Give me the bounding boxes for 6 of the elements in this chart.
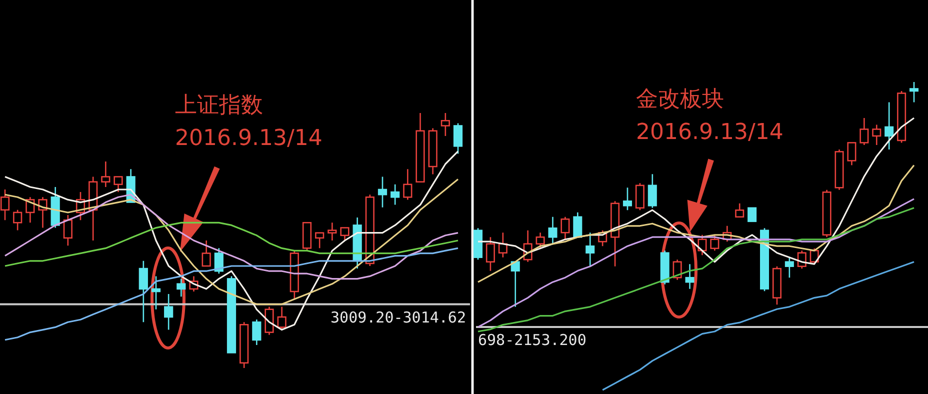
annotation: 3009.20-3014.62 [330,308,466,326]
annotation: 上证指数 [175,93,263,118]
annotation: 2016.9.13/14 [175,126,322,151]
annotation: 2016.9.13/14 [636,120,784,145]
text: 698-2153.200 [478,331,586,350]
annotation: 金改板块 [636,87,724,112]
